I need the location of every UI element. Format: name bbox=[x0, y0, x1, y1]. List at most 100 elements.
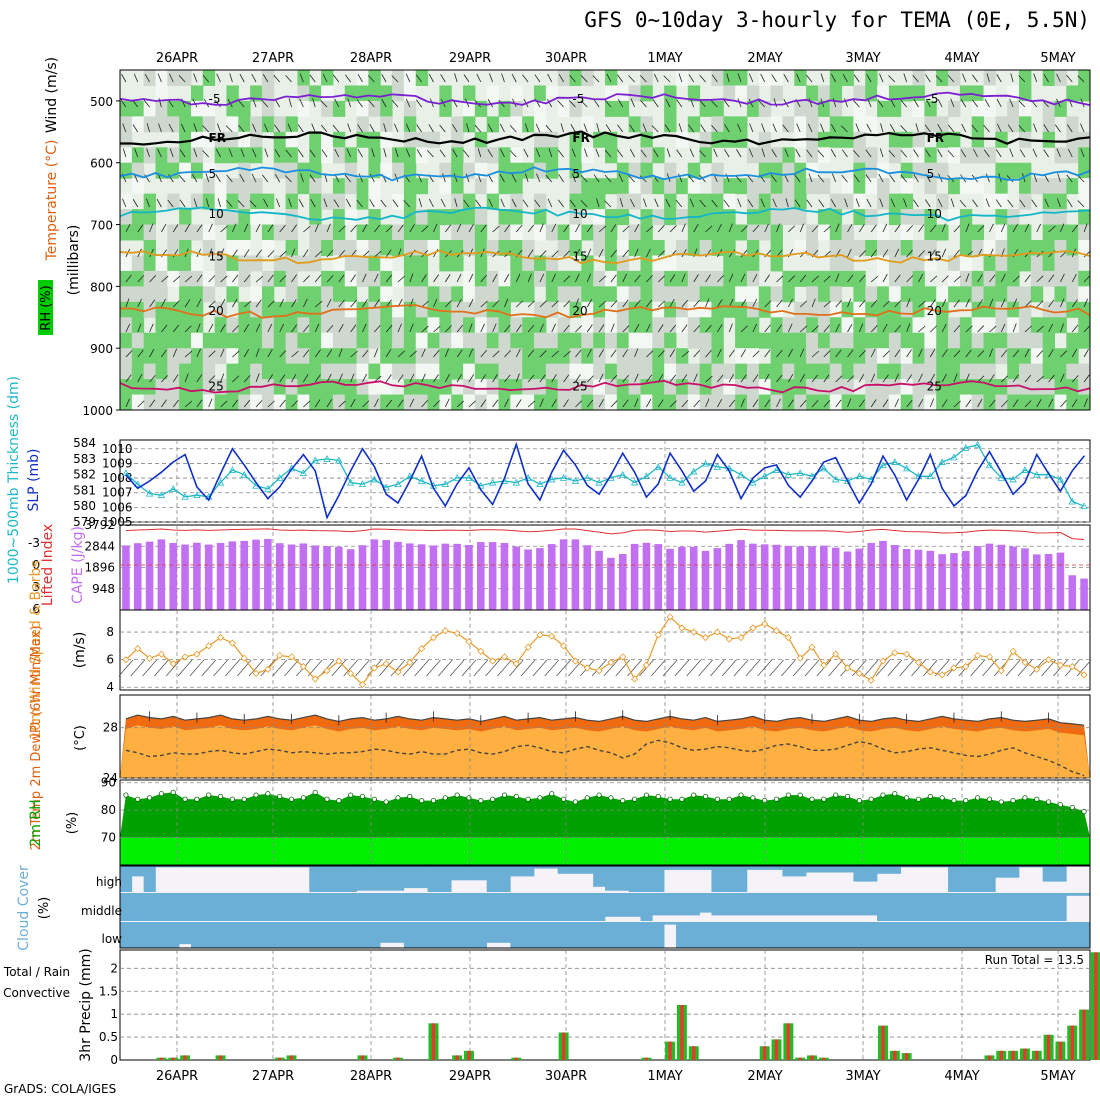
rh-cell bbox=[1007, 116, 1020, 133]
wind-barb bbox=[362, 223, 368, 233]
rh-cell bbox=[912, 70, 925, 86]
rh-point bbox=[501, 792, 508, 798]
wind-barb bbox=[687, 174, 695, 183]
rh-cell bbox=[664, 255, 677, 272]
wind-barb bbox=[132, 124, 139, 133]
rh-cell bbox=[1066, 394, 1079, 411]
rh-cell bbox=[723, 131, 736, 148]
wind-barb bbox=[527, 224, 535, 233]
wind-barb bbox=[397, 224, 404, 233]
wind-barb bbox=[368, 99, 375, 108]
rh-cell bbox=[829, 363, 843, 380]
wind-barb bbox=[915, 123, 919, 133]
wind-barb bbox=[167, 199, 174, 208]
wind-barb bbox=[137, 224, 144, 233]
wind-barb bbox=[385, 249, 392, 258]
rh-cell bbox=[1078, 332, 1091, 349]
rh-point bbox=[584, 795, 590, 801]
wind-barb bbox=[642, 123, 647, 133]
rh-cell bbox=[226, 85, 239, 102]
thickness-point bbox=[216, 478, 225, 486]
wind-barb bbox=[243, 223, 249, 233]
date-axes: 26APR26APR27APR27APR28APR28APR29APR29APR… bbox=[156, 51, 1076, 1084]
thickness-point bbox=[394, 480, 402, 488]
wind-barb bbox=[557, 100, 564, 108]
rh-cell bbox=[900, 162, 914, 179]
rh-cell bbox=[427, 317, 440, 334]
cape-bar bbox=[962, 551, 970, 610]
rh-point bbox=[821, 796, 827, 802]
rh-cell bbox=[971, 332, 985, 349]
rh-cell bbox=[1030, 394, 1044, 411]
wind-barb bbox=[137, 400, 145, 408]
wind-barb bbox=[409, 398, 415, 408]
rh-cell bbox=[569, 301, 582, 318]
ylabel-precip: 3hr Precip (mm) bbox=[78, 948, 94, 1061]
rh-cell bbox=[616, 270, 630, 287]
rh-cell bbox=[167, 379, 180, 396]
rh-cell bbox=[439, 394, 452, 411]
rh-cell bbox=[687, 85, 701, 102]
rh-cell bbox=[261, 394, 275, 411]
rh-cell bbox=[770, 70, 783, 86]
wind-barb bbox=[925, 98, 931, 108]
rh-cell bbox=[569, 100, 582, 117]
wind-barb bbox=[480, 374, 487, 383]
slp-point bbox=[492, 503, 494, 506]
rh-cell bbox=[190, 317, 204, 334]
rh-cell bbox=[332, 209, 346, 226]
wind-barb bbox=[385, 399, 393, 408]
rh-cell bbox=[817, 301, 831, 318]
wind-barb bbox=[263, 198, 269, 208]
wind-barb bbox=[238, 124, 245, 133]
wind-barb bbox=[426, 659, 441, 677]
wind-barb bbox=[196, 224, 203, 233]
contour-label: -5 bbox=[572, 92, 584, 106]
wind-barb bbox=[610, 349, 617, 358]
wind-speed-point bbox=[1033, 665, 1041, 673]
wind-barb bbox=[453, 173, 458, 183]
rh-cell bbox=[120, 270, 133, 287]
wind-barb bbox=[989, 374, 995, 383]
wind-barb bbox=[918, 373, 923, 383]
wind-barb bbox=[615, 659, 631, 677]
thickness-point bbox=[690, 467, 698, 475]
wind-barb bbox=[705, 249, 712, 258]
rh-cell bbox=[1078, 147, 1091, 164]
rh-cell bbox=[971, 85, 985, 102]
rh-cell bbox=[900, 255, 914, 272]
wind-barb bbox=[1077, 75, 1085, 83]
rh-cell bbox=[557, 224, 571, 241]
rh-cell bbox=[912, 162, 925, 179]
wind-barb bbox=[504, 298, 509, 308]
rh-cell bbox=[605, 70, 618, 86]
rh-cell bbox=[202, 348, 216, 365]
rh-point bbox=[371, 796, 377, 802]
rh-cell bbox=[948, 147, 961, 164]
wind-barb bbox=[941, 399, 948, 408]
wind-barb bbox=[794, 199, 801, 208]
wind-barb bbox=[189, 659, 205, 677]
wind-barb bbox=[794, 174, 801, 183]
wind-barb bbox=[149, 323, 154, 333]
rh-cell bbox=[143, 100, 156, 117]
date-label-bottom: 4MAY bbox=[944, 1069, 979, 1084]
wind-barb bbox=[193, 148, 198, 158]
wind-barb bbox=[960, 149, 967, 158]
rh-point bbox=[537, 795, 543, 801]
wind-barb bbox=[728, 399, 736, 408]
wind-barb bbox=[657, 399, 664, 408]
wind-barb bbox=[882, 223, 888, 233]
wind-barb bbox=[799, 223, 804, 233]
wind-barb bbox=[402, 659, 418, 677]
rh-cell bbox=[936, 162, 949, 179]
wind-barb bbox=[201, 659, 217, 677]
rh-cell bbox=[1054, 224, 1067, 241]
rh-cell bbox=[356, 224, 369, 241]
wind-barb bbox=[728, 373, 735, 383]
wind-barb bbox=[761, 123, 766, 133]
rh-cell bbox=[723, 255, 736, 272]
wind-barb bbox=[977, 274, 983, 283]
wind-barb bbox=[320, 100, 328, 108]
contour-label: 25 bbox=[927, 380, 942, 394]
